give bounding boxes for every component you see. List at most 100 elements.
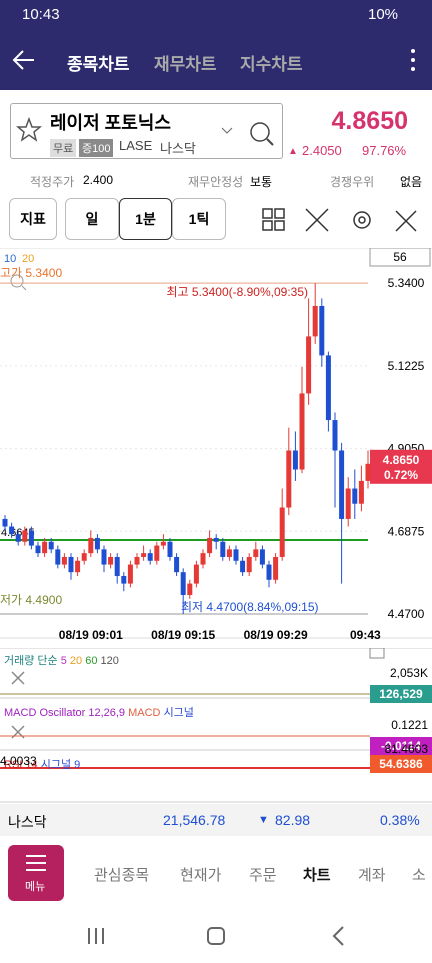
candle-body xyxy=(325,355,331,421)
macd-last: -0.0114 xyxy=(370,737,432,755)
candle-body xyxy=(94,537,100,550)
candle-body xyxy=(55,549,61,565)
current-pct-label: 0.72% xyxy=(384,468,418,482)
nav-item[interactable]: 계좌 xyxy=(358,867,386,884)
x-tick-label: 08/19 09:29 xyxy=(244,628,308,642)
favorite-star[interactable] xyxy=(16,117,42,143)
index-bar xyxy=(0,804,432,836)
price: 4.8650 xyxy=(331,107,408,135)
period: 60 xyxy=(85,655,98,667)
title: RSI 14 xyxy=(4,759,38,771)
candle-body xyxy=(28,530,34,546)
candle-body xyxy=(68,556,74,573)
menu-label: 메뉴 xyxy=(25,881,46,893)
tab[interactable]: 지수차트 xyxy=(240,55,303,74)
macd: MACD xyxy=(128,707,161,719)
high-tag: 고가 5.3400 xyxy=(0,266,62,280)
volume-max: 2,053K xyxy=(389,666,428,680)
rsi-last: 54.6386 xyxy=(370,755,432,773)
candle-body xyxy=(273,556,279,580)
candle-body xyxy=(108,556,114,565)
period: 5 xyxy=(60,655,67,667)
x-tick-label: 08/19 09:15 xyxy=(151,628,215,642)
tool-icons[interactable] xyxy=(258,205,428,235)
period: 20 xyxy=(69,655,83,667)
candle-body xyxy=(160,541,166,546)
index-pct: 0.38% xyxy=(380,812,420,828)
system-nav xyxy=(88,926,344,946)
y-tick-label: 4.6875 xyxy=(388,524,425,538)
tab[interactable]: 재무차트 xyxy=(154,55,217,74)
signal: 시그널 9 xyxy=(40,759,81,771)
status-bar xyxy=(0,0,432,32)
change-pct: 97.76% xyxy=(362,143,407,158)
period-button[interactable]: 일 xyxy=(65,198,119,240)
ticker: LASE xyxy=(119,138,153,153)
menu-button[interactable] xyxy=(8,845,64,901)
high-note: 최고 5.3400(-8.90%,09:35) xyxy=(167,285,309,299)
current-price-tag xyxy=(370,449,432,484)
rsi-title: RSI 14 시그널 9 xyxy=(4,756,80,772)
candle-body xyxy=(9,526,15,535)
market: 나스닥 xyxy=(160,141,196,156)
back-button[interactable] xyxy=(10,46,38,74)
x-tick-label: 09:43 xyxy=(350,628,381,642)
candle-body xyxy=(266,564,272,580)
search-icon[interactable] xyxy=(220,122,290,152)
y-tick-label: 4.4700 xyxy=(388,607,425,621)
macd-top: 0.1221 xyxy=(391,718,428,732)
ma-legend: 10 xyxy=(4,253,16,265)
candle-body xyxy=(81,553,87,561)
tag: 무료 xyxy=(50,139,77,157)
candle-body xyxy=(306,336,312,394)
candle-body xyxy=(319,305,325,356)
candle-body xyxy=(220,541,226,557)
candle-body xyxy=(127,564,133,584)
zoom-icon[interactable] xyxy=(10,274,27,291)
x-tick-label: 08/19 09:01 xyxy=(59,628,123,642)
period-button[interactable]: 1분 xyxy=(119,198,172,240)
info-label: 재무안정성 xyxy=(188,175,244,189)
stock-box[interactable] xyxy=(10,103,283,159)
ma-legend: 20 xyxy=(22,253,34,265)
nav-item[interactable]: 소 xyxy=(412,867,426,884)
tab[interactable]: 종목차트 xyxy=(67,55,130,74)
sub-panels xyxy=(0,648,432,803)
candle-body xyxy=(88,537,94,554)
y-tick-label: 5.3400 xyxy=(388,276,425,290)
stock-name: 레이저 포토닉스 xyxy=(50,113,171,133)
candle-body xyxy=(180,572,186,595)
header xyxy=(0,32,432,90)
nav-item[interactable]: 관심종목 xyxy=(94,867,150,884)
info-value: 2.400 xyxy=(83,173,114,187)
candle-body xyxy=(286,450,292,508)
candle-body xyxy=(22,530,28,542)
more-menu[interactable] xyxy=(408,46,418,74)
tag: 증100 xyxy=(79,139,114,157)
info-label: 경쟁우위 xyxy=(330,175,375,189)
nav-item[interactable]: 현재가 xyxy=(180,867,222,884)
low-note: 최저 4.4700(8.84%,09:15) xyxy=(181,600,319,614)
candle-body xyxy=(141,553,147,557)
indicator-button[interactable]: 지표 xyxy=(9,198,57,240)
candle-body xyxy=(35,545,41,554)
candle-body xyxy=(42,541,48,554)
candle-body xyxy=(312,305,318,337)
candle-body xyxy=(339,450,345,519)
candle-body xyxy=(75,560,81,573)
nav-item[interactable]: 차트 xyxy=(303,867,331,884)
y-tick-label: 5.1225 xyxy=(388,359,425,373)
nav-item[interactable]: 주문 xyxy=(249,867,277,884)
candle-body xyxy=(233,549,239,561)
candle-body xyxy=(61,556,67,565)
candle-body xyxy=(332,420,338,451)
candle-body xyxy=(114,556,120,576)
current-price-label: 4.8650 xyxy=(383,453,420,467)
index-change: 82.98 xyxy=(275,812,311,828)
candle-body xyxy=(299,393,305,470)
candle-body xyxy=(193,564,199,584)
index-value: 21,546.78 xyxy=(163,812,226,828)
candle-body xyxy=(246,556,252,573)
period-button[interactable]: 1틱 xyxy=(172,198,226,240)
candle-body xyxy=(167,541,173,557)
